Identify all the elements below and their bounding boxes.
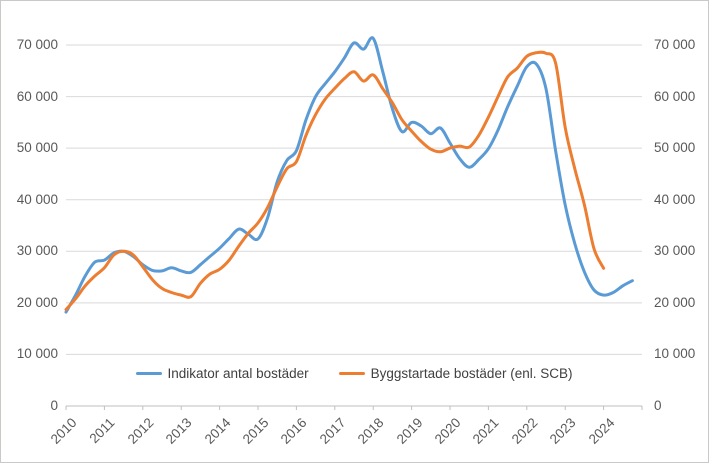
legend-item-byggstartade: Byggstartade bostäder (enl. SCB): [338, 365, 573, 381]
legend-line-marker-blue-icon: [135, 371, 162, 375]
legend-line-marker-orange-icon: [338, 371, 365, 375]
y-axis-tick-label: 20 000: [654, 294, 696, 310]
y-axis-tick-label: 20 000: [16, 294, 58, 310]
y-axis-tick-label: 0: [50, 398, 58, 413]
y-axis-tick-label: 50 000: [16, 140, 58, 156]
y-axis-tick-label: 60 000: [16, 88, 58, 104]
y-axis-tick-label: 30 000: [654, 243, 696, 259]
y-axis-tick-label: 60 000: [654, 88, 696, 104]
legend-item-indikator: Indikator antal bostäder: [135, 365, 309, 381]
legend-label-indikator: Indikator antal bostäder: [167, 365, 309, 381]
y-axis-tick-label: 0: [654, 398, 662, 413]
y-axis-tick-label: 10 000: [654, 346, 696, 362]
legend-label-byggstartade: Byggstartade bostäder (enl. SCB): [370, 365, 573, 381]
y-axis-left: 0 10 000 20 000 30 000 40 000 50 000 60 000 70 …: [9, 1, 58, 462]
series-line-byggstartade: [64, 50, 606, 312]
y-axis-tick-label: 50 000: [654, 140, 696, 156]
legend: Indikator antal bostäder Byggstartade bo…: [66, 362, 642, 384]
series-line-indikator: [64, 36, 634, 314]
y-axis-tick-label: 40 000: [16, 191, 58, 207]
y-axis-right: 0 10 000 20 000 30 000 40 000 50 000 60 000 70 …: [654, 1, 708, 462]
y-axis-tick-label: 70 000: [654, 37, 696, 52]
y-axis-tick-label: 70 000: [16, 37, 58, 52]
y-axis-tick-label: 30 000: [16, 243, 58, 259]
y-axis-tick-label: 40 000: [654, 191, 696, 207]
y-axis-tick-label: 10 000: [16, 346, 58, 362]
